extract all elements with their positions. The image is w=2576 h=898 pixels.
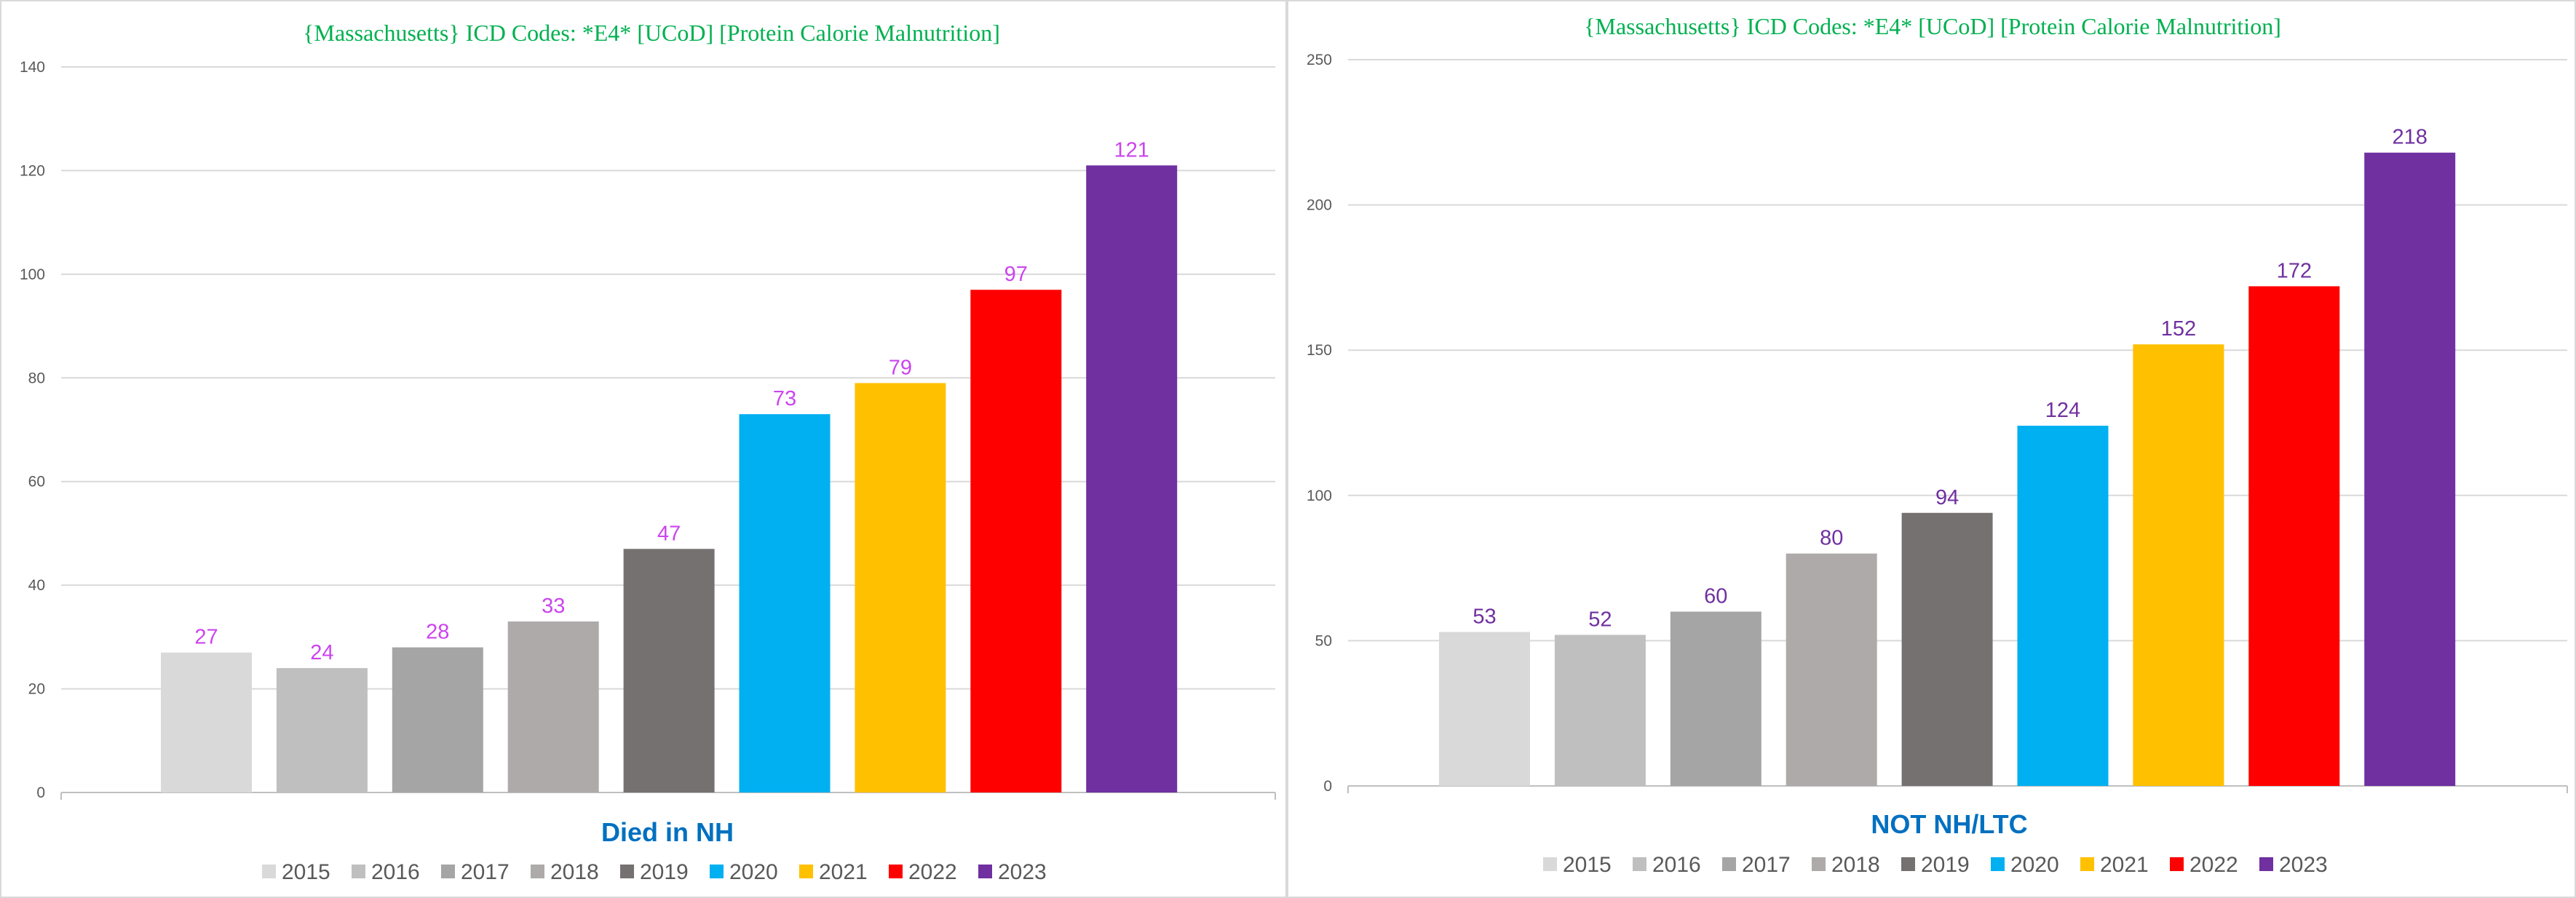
legend-swatch-2021 [2080, 857, 2094, 871]
legend-swatch-2020 [710, 865, 724, 878]
legend-swatch-2023 [978, 865, 992, 878]
y-tick-label: 140 [20, 59, 45, 76]
legend-label-2016: 2016 [1652, 853, 1701, 877]
data-label-2015: 27 [194, 626, 218, 649]
y-tick-label: 60 [28, 474, 45, 490]
legend-label-2017: 2017 [461, 860, 510, 884]
y-tick-label: 40 [28, 577, 45, 594]
legend-swatch-2022 [889, 865, 903, 878]
bar-2021 [2133, 344, 2224, 786]
data-label-2015: 53 [1473, 605, 1496, 628]
legend-swatch-2020 [1991, 857, 2005, 871]
x-axis-title: NOT NH/LTC [1871, 809, 2027, 839]
bar-2018 [507, 621, 599, 792]
bar-2022 [970, 290, 1062, 792]
legend-label-2021: 2021 [2100, 853, 2149, 877]
y-tick-label: 0 [1323, 778, 1332, 795]
legend-swatch-2015 [262, 865, 276, 878]
y-tick-label: 120 [20, 162, 45, 179]
bar-2017 [392, 647, 483, 792]
legend-label-2023: 2023 [998, 860, 1047, 884]
data-label-2022: 97 [1004, 263, 1028, 286]
bar-2015 [1439, 632, 1530, 786]
data-label-2021: 152 [2161, 317, 2196, 341]
legend-swatch-2018 [1812, 857, 1826, 871]
bar-2023 [2364, 152, 2456, 786]
legend-swatch-2017 [1722, 857, 1736, 871]
bar-2018 [1786, 553, 1877, 786]
legend-label-2015: 2015 [282, 860, 330, 884]
bar-2017 [1670, 611, 1761, 786]
legend-label-2021: 2021 [819, 860, 868, 884]
legend-label-2022: 2022 [2189, 853, 2238, 877]
data-label-2020: 73 [773, 387, 796, 410]
x-axis-title: Died in NH [601, 817, 734, 847]
data-label-2018: 80 [1820, 527, 1843, 550]
legend-label-2019: 2019 [640, 860, 689, 884]
legend-swatch-2018 [531, 865, 544, 878]
y-tick-label: 250 [1307, 52, 1332, 68]
y-tick-label: 100 [20, 266, 45, 283]
data-label-2017: 28 [426, 621, 449, 644]
legend-label-2020: 2020 [2010, 853, 2059, 877]
legend-label-2016: 2016 [371, 860, 420, 884]
bar-2022 [2248, 286, 2340, 787]
data-label-2018: 33 [542, 595, 565, 618]
chart-panel-died-in-nh: {Massachusetts} ICD Codes: *E4* [UCoD] [… [0, 0, 1287, 898]
data-label-2020: 124 [2045, 399, 2080, 422]
chart-title: {Massachusetts} ICD Codes: *E4* [UCoD] [… [303, 20, 1000, 46]
data-label-2022: 172 [2277, 259, 2312, 282]
legend-label-2018: 2018 [1831, 853, 1880, 877]
legend-swatch-2022 [2170, 857, 2184, 871]
data-label-2016: 52 [1588, 608, 1612, 631]
y-tick-label: 80 [28, 370, 45, 386]
data-label-2021: 79 [889, 356, 912, 379]
legend-swatch-2019 [620, 865, 634, 878]
chart-title: {Massachusetts} ICD Codes: *E4* [UCoD] [… [1584, 13, 2281, 39]
legend-swatch-2023 [2259, 857, 2273, 871]
bar-2016 [1554, 635, 1646, 786]
chart-svg-died-in-nh: {Massachusetts} ICD Codes: *E4* [UCoD] [… [20, 20, 1276, 884]
bar-2019 [1901, 512, 1993, 786]
y-tick-label: 0 [36, 784, 45, 801]
legend-swatch-2017 [441, 865, 455, 878]
data-label-2019: 94 [1935, 486, 1959, 509]
legend-label-2019: 2019 [1921, 853, 1970, 877]
y-tick-label: 150 [1307, 342, 1332, 359]
bar-2021 [855, 383, 946, 792]
data-label-2023: 121 [1114, 138, 1149, 162]
bar-2015 [161, 652, 252, 792]
data-label-2023: 218 [2393, 126, 2428, 149]
legend-swatch-2016 [1633, 857, 1646, 871]
legend-swatch-2016 [352, 865, 365, 878]
bar-2016 [276, 668, 368, 792]
legend-label-2020: 2020 [729, 860, 778, 884]
bar-2023 [1086, 165, 1178, 793]
legend-swatch-2019 [1901, 857, 1915, 871]
bar-2019 [623, 549, 715, 792]
data-label-2017: 60 [1704, 584, 1727, 608]
legend-label-2018: 2018 [550, 860, 599, 884]
chart-svg-not-nh-ltc: {Massachusetts} ICD Codes: *E4* [UCoD] [… [1307, 13, 2568, 877]
y-tick-label: 200 [1307, 197, 1332, 214]
chart-panel-not-nh-ltc: {Massachusetts} ICD Codes: *E4* [UCoD] [… [1287, 0, 2576, 898]
legend-label-2017: 2017 [1742, 853, 1791, 877]
legend-swatch-2015 [1543, 857, 1557, 871]
legend-label-2015: 2015 [1563, 853, 1612, 877]
data-label-2016: 24 [310, 641, 333, 664]
legend-swatch-2021 [799, 865, 813, 878]
legend-label-2023: 2023 [2279, 853, 2328, 877]
y-tick-label: 20 [28, 681, 45, 698]
data-label-2019: 47 [657, 522, 681, 545]
y-tick-label: 50 [1315, 632, 1332, 649]
bar-2020 [739, 414, 831, 792]
bar-2020 [2017, 425, 2109, 786]
y-tick-label: 100 [1307, 488, 1332, 504]
legend-label-2022: 2022 [908, 860, 957, 884]
